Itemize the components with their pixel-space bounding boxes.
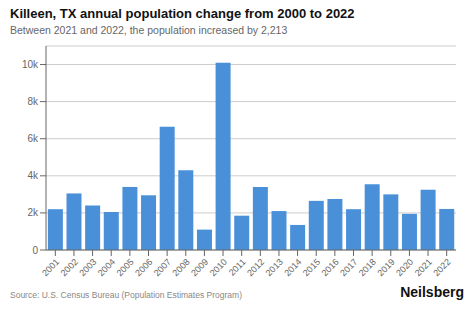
- svg-text:2008: 2008: [170, 257, 191, 278]
- html-text:Between 2021 and 2022, the pop: Between 2021 and 2022, the population in…: [10, 24, 288, 36]
- svg-text:6k: 6k: [27, 133, 39, 144]
- html-text:Source: U.S. Census Bureau (Po: Source: U.S. Census Bureau (Population E…: [10, 290, 242, 300]
- svg-text:2020: 2020: [394, 257, 415, 278]
- svg-text:2016: 2016: [320, 257, 341, 278]
- svg-text:2011: 2011: [227, 257, 248, 278]
- svg-text:2014: 2014: [282, 257, 303, 278]
- svg-text:2012: 2012: [245, 257, 266, 278]
- svg-text:2004: 2004: [96, 257, 117, 278]
- html-text:Killeen, TX annual population: Killeen, TX annual population change fro…: [10, 6, 355, 21]
- svg-text:2k: 2k: [27, 207, 39, 218]
- svg-text:2001: 2001: [40, 257, 61, 278]
- svg-text:2003: 2003: [77, 257, 98, 278]
- html-text:Neilsberg: Neilsberg: [400, 284, 464, 300]
- svg-text:2019: 2019: [375, 257, 396, 278]
- svg-text:2010: 2010: [208, 257, 229, 278]
- svg-text:2017: 2017: [338, 257, 359, 278]
- svg-text:8k: 8k: [27, 96, 39, 107]
- svg-text:2005: 2005: [115, 257, 136, 278]
- svg-text:2013: 2013: [264, 257, 285, 278]
- svg-text:2021: 2021: [413, 257, 434, 278]
- svg-text:2007: 2007: [152, 257, 173, 278]
- svg-text:4k: 4k: [27, 170, 39, 181]
- svg-text:2006: 2006: [133, 257, 154, 278]
- svg-text:2022: 2022: [431, 257, 452, 278]
- svg-text:2018: 2018: [357, 257, 378, 278]
- svg-text:2009: 2009: [189, 257, 210, 278]
- svg-text:2015: 2015: [301, 257, 322, 278]
- svg-text:0: 0: [32, 245, 38, 256]
- svg-text:10k: 10k: [22, 59, 39, 70]
- svg-text:2002: 2002: [59, 257, 80, 278]
